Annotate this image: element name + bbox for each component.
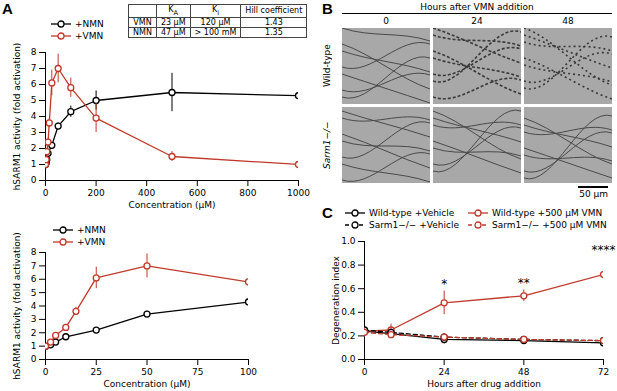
svg-text:600: 600	[189, 188, 206, 198]
svg-text:Concentration (µM): Concentration (µM)	[103, 379, 190, 389]
svg-text:0: 0	[31, 354, 37, 364]
svg-text:0.2: 0.2	[341, 331, 355, 341]
svg-text:0.4: 0.4	[341, 307, 356, 317]
svg-text:hSARM1 activity (fold activati: hSARM1 activity (fold activation)	[12, 43, 22, 191]
svg-text:0: 0	[43, 367, 49, 377]
svg-text:Hours after drug addition: Hours after drug addition	[427, 379, 541, 389]
svg-text:*: *	[441, 277, 447, 291]
html-text:47 µM: 47 µM	[160, 27, 186, 37]
html-text:1.35: 1.35	[264, 27, 283, 37]
html-text:Sarm1−/− +Vehicle: Sarm1−/− +Vehicle	[369, 220, 459, 230]
svg-text:hSARM1 activity (fold activati: hSARM1 activity (fold activation)	[12, 232, 22, 380]
svg-text:25: 25	[91, 367, 102, 377]
svg-text:400: 400	[138, 188, 155, 198]
html-text:+VMN: +VMN	[77, 237, 106, 247]
svg-text:50: 50	[141, 367, 153, 377]
html-text:0: 0	[383, 16, 389, 26]
svg-text:0: 0	[362, 367, 368, 377]
html-text:B: B	[322, 0, 333, 17]
html-text:Ki: Ki	[211, 5, 219, 17]
svg-text:8: 8	[31, 47, 37, 57]
svg-text:1000: 1000	[287, 188, 310, 198]
svg-text:7: 7	[31, 261, 37, 271]
svg-text:800: 800	[239, 188, 256, 198]
svg-text:6: 6	[31, 79, 37, 89]
svg-text:200: 200	[88, 188, 105, 198]
html-text:Wild-type +500 µM VMN: Wild-type +500 µM VMN	[492, 208, 603, 218]
html-text:120 µM: 120 µM	[200, 17, 231, 27]
html-text:C: C	[322, 204, 333, 221]
svg-text:**: **	[518, 276, 530, 290]
html-text:+VMN: +VMN	[75, 31, 104, 41]
html-text:Wild-type: Wild-type	[322, 44, 332, 88]
html-text:Hours after VMN addition: Hours after VMN addition	[420, 2, 534, 12]
svg-text:48: 48	[518, 367, 530, 377]
svg-text:24: 24	[438, 367, 450, 377]
svg-text:1.0: 1.0	[341, 236, 356, 246]
html-text:KA: KA	[168, 5, 179, 17]
svg-text:0.0: 0.0	[341, 354, 356, 364]
html-text:48: 48	[562, 16, 574, 26]
html-text:1.43: 1.43	[264, 17, 283, 27]
svg-text:72: 72	[598, 367, 609, 377]
svg-text:8: 8	[31, 247, 37, 257]
html-text:Sarm1−/− +500 µM VMN: Sarm1−/− +500 µM VMN	[492, 220, 607, 230]
svg-text:3: 3	[31, 314, 37, 324]
html-text:Sarm1−/−: Sarm1−/−	[322, 121, 332, 169]
html-text:+NMN: +NMN	[75, 19, 104, 29]
svg-text:4: 4	[31, 301, 37, 311]
svg-text:0: 0	[31, 175, 37, 185]
svg-text:Concentration (µM): Concentration (µM)	[128, 200, 215, 210]
svg-text:6: 6	[31, 274, 37, 284]
svg-text:7: 7	[31, 63, 37, 73]
html-text:23 µM: 23 µM	[160, 17, 186, 27]
html-text:Hill coefficient: Hill coefficient	[245, 6, 303, 16]
svg-text:1: 1	[31, 341, 37, 351]
html-text:Wild-type +Vehicle: Wild-type +Vehicle	[369, 208, 455, 218]
svg-text:0: 0	[43, 188, 49, 198]
svg-text:****: ****	[592, 243, 616, 257]
html-text:24: 24	[471, 16, 483, 26]
svg-text:75: 75	[192, 367, 203, 377]
svg-text:2: 2	[31, 143, 37, 153]
svg-text:0.8: 0.8	[341, 260, 356, 270]
svg-text:Degeneration index: Degeneration index	[331, 255, 341, 345]
svg-text:5: 5	[31, 95, 37, 105]
svg-text:4: 4	[31, 111, 37, 121]
svg-text:2: 2	[31, 328, 37, 338]
html-text:A: A	[2, 0, 13, 17]
html-text:NMN: NMN	[133, 27, 152, 37]
html-text:VMN: VMN	[133, 17, 152, 27]
svg-text:100: 100	[240, 367, 257, 377]
html-text:> 100 mM: > 100 mM	[194, 27, 237, 37]
svg-text:3: 3	[31, 127, 37, 137]
svg-text:0.6: 0.6	[341, 284, 356, 294]
html-text:50 µm: 50 µm	[579, 189, 608, 199]
svg-text:5: 5	[31, 288, 37, 298]
html-text:+NMN: +NMN	[77, 225, 106, 235]
svg-text:1: 1	[31, 159, 37, 169]
